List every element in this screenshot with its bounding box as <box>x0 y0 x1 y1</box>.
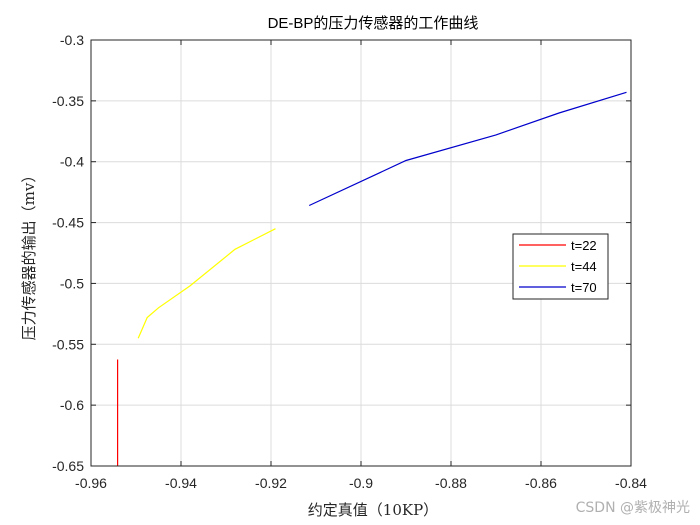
series-line-t-70 <box>308 91 627 207</box>
x-tick-label: -0.96 <box>75 475 107 491</box>
y-tick-label: -0.4 <box>60 154 84 170</box>
y-tick-label: -0.5 <box>60 275 84 291</box>
legend-label: t=44 <box>571 259 597 274</box>
y-tick-label: -0.65 <box>52 458 84 474</box>
y-tick-label: -0.35 <box>52 93 84 109</box>
y-tick-label: -0.6 <box>60 397 84 413</box>
legend-label: t=22 <box>571 238 597 253</box>
y-tick-label: -0.45 <box>52 215 84 231</box>
x-axis-label: 约定真值（10KP） <box>308 501 438 519</box>
x-tick-label: -0.9 <box>349 475 373 491</box>
x-tick-label: -0.86 <box>525 475 557 491</box>
y-tick-label: -0.55 <box>52 336 84 352</box>
chart-title: DE-BP的压力传感器的工作曲线 <box>268 15 479 32</box>
tick-labels: -0.96 -0.94 -0.92 -0.9 -0.88 -0.86 -0.84 -0.3 -0… <box>52 32 647 491</box>
legend: t=22 t=44 t=70 <box>512 233 609 300</box>
legend-label: t=70 <box>571 280 597 295</box>
watermark: CSDN @紫极神光 <box>576 500 690 516</box>
x-tick-label: -0.92 <box>255 475 287 491</box>
x-tick-label: -0.94 <box>165 475 197 491</box>
series-lines <box>116 91 627 466</box>
x-tick-label: -0.84 <box>615 475 647 491</box>
x-tick-label: -0.88 <box>435 475 467 491</box>
y-tick-label: -0.3 <box>60 32 84 48</box>
y-axis-label: 压力传感器的输出（mv） <box>20 168 38 341</box>
axis-ticks <box>90 39 632 467</box>
series-line-t-44 <box>137 228 276 339</box>
